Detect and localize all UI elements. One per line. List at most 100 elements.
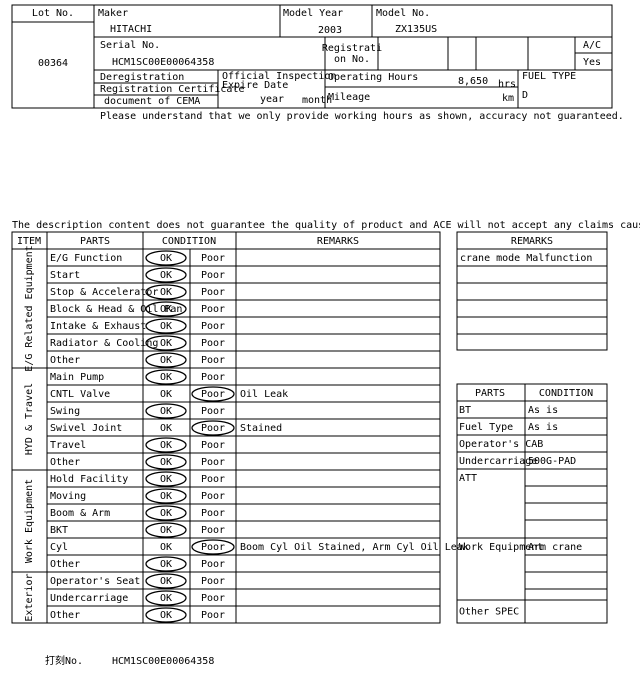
selection-circle bbox=[145, 403, 187, 419]
label: Start bbox=[50, 270, 80, 281]
selection-circle bbox=[145, 352, 187, 368]
label: 500G-PAD bbox=[528, 456, 576, 467]
label: Poor bbox=[201, 338, 225, 349]
label: ITEM bbox=[17, 236, 41, 247]
label: Oil Leak bbox=[240, 389, 288, 400]
label: Poor bbox=[201, 372, 225, 383]
label: OK bbox=[160, 423, 172, 434]
label: Other bbox=[50, 355, 80, 366]
label: ZX135US bbox=[395, 24, 437, 35]
label: Poor bbox=[201, 559, 225, 570]
label: Radiator & Cooling bbox=[50, 338, 158, 349]
main-table bbox=[11, 231, 441, 624]
label: hrs bbox=[498, 79, 516, 90]
label: Mileage bbox=[328, 92, 370, 103]
label: CNTL Valve bbox=[50, 389, 110, 400]
label: Lot No. bbox=[32, 8, 74, 19]
label: As is bbox=[528, 405, 558, 416]
label: Exterior bbox=[24, 573, 35, 621]
label: OK bbox=[160, 542, 172, 553]
label: HYD & Travel bbox=[24, 383, 35, 455]
label: OK bbox=[160, 610, 172, 621]
selection-circle bbox=[145, 590, 187, 606]
label: OK bbox=[160, 338, 172, 349]
label: Travel bbox=[50, 440, 86, 451]
selection-circle bbox=[145, 335, 187, 351]
label: month bbox=[302, 95, 332, 106]
label: crane mode Malfunction bbox=[460, 253, 592, 264]
selection-circle bbox=[145, 556, 187, 572]
label: OK bbox=[160, 406, 172, 417]
selection-circle bbox=[145, 471, 187, 487]
selection-circle bbox=[145, 369, 187, 385]
label: Work Equipment bbox=[459, 542, 543, 553]
label: km bbox=[502, 93, 514, 104]
label: Swivel Joint bbox=[50, 423, 122, 434]
selection-circle bbox=[145, 505, 187, 521]
label: HCM1SC00E00064358 bbox=[112, 57, 214, 68]
label: The description content does not guarant… bbox=[12, 220, 640, 231]
label: Expire Date bbox=[222, 80, 288, 91]
label: Poor bbox=[201, 253, 225, 264]
selection-circle bbox=[145, 488, 187, 504]
selection-circle bbox=[145, 301, 187, 317]
header-frame bbox=[11, 4, 613, 109]
label: PARTS bbox=[475, 388, 505, 399]
label: Poor bbox=[201, 474, 225, 485]
label: OK bbox=[160, 321, 172, 332]
remarks-table bbox=[456, 231, 608, 351]
label: Operating Hours bbox=[328, 72, 418, 83]
label: Other bbox=[50, 610, 80, 621]
label: Block & Head & Oil Pan bbox=[50, 304, 182, 315]
label: on No. bbox=[334, 54, 370, 65]
selection-circle bbox=[145, 318, 187, 334]
label: OK bbox=[160, 576, 172, 587]
label: Registration Certificate bbox=[100, 84, 245, 95]
label: D bbox=[522, 90, 528, 101]
label: A/C bbox=[583, 40, 601, 51]
label: Poor bbox=[201, 355, 225, 366]
label: REMARKS bbox=[317, 236, 359, 247]
label: Poor bbox=[201, 576, 225, 587]
label: OK bbox=[160, 593, 172, 604]
selection-circle bbox=[191, 420, 235, 436]
label: Poor bbox=[201, 270, 225, 281]
label: HITACHI bbox=[110, 24, 152, 35]
selection-circle bbox=[145, 573, 187, 589]
selection-circle bbox=[191, 386, 235, 402]
label: Model Year bbox=[283, 8, 343, 19]
label: year bbox=[260, 94, 284, 105]
label: PARTS bbox=[80, 236, 110, 247]
label: 打刻No. bbox=[45, 654, 83, 667]
label: OK bbox=[160, 355, 172, 366]
label: Other bbox=[50, 457, 80, 468]
label: Poor bbox=[201, 593, 225, 604]
label: Maker bbox=[98, 8, 128, 19]
label: Poor bbox=[201, 389, 225, 400]
label: FUEL TYPE bbox=[522, 71, 576, 82]
label: Poor bbox=[201, 287, 225, 298]
label: Poor bbox=[201, 406, 225, 417]
label: OK bbox=[160, 525, 172, 536]
label: Main Pump bbox=[50, 372, 104, 383]
label: Registrati bbox=[322, 43, 382, 54]
label: OK bbox=[160, 491, 172, 502]
label: OK bbox=[160, 474, 172, 485]
label: ATT bbox=[459, 473, 477, 484]
label: OK bbox=[160, 559, 172, 570]
label: E/G Function bbox=[50, 253, 122, 264]
label: OK bbox=[160, 270, 172, 281]
label: OK bbox=[160, 457, 172, 468]
label: Poor bbox=[201, 304, 225, 315]
label: Poor bbox=[201, 457, 225, 468]
label: HCM1SC00E00064358 bbox=[112, 656, 214, 667]
label: Stop & Accelerator bbox=[50, 287, 158, 298]
label: Intake & Exhaust bbox=[50, 321, 146, 332]
label: Arm crane bbox=[528, 542, 582, 553]
label: BKT bbox=[50, 525, 68, 536]
label: Undercarriage bbox=[50, 593, 128, 604]
label: Boom & Arm bbox=[50, 508, 110, 519]
label: Poor bbox=[201, 610, 225, 621]
label: Operator's CAB bbox=[459, 439, 543, 450]
